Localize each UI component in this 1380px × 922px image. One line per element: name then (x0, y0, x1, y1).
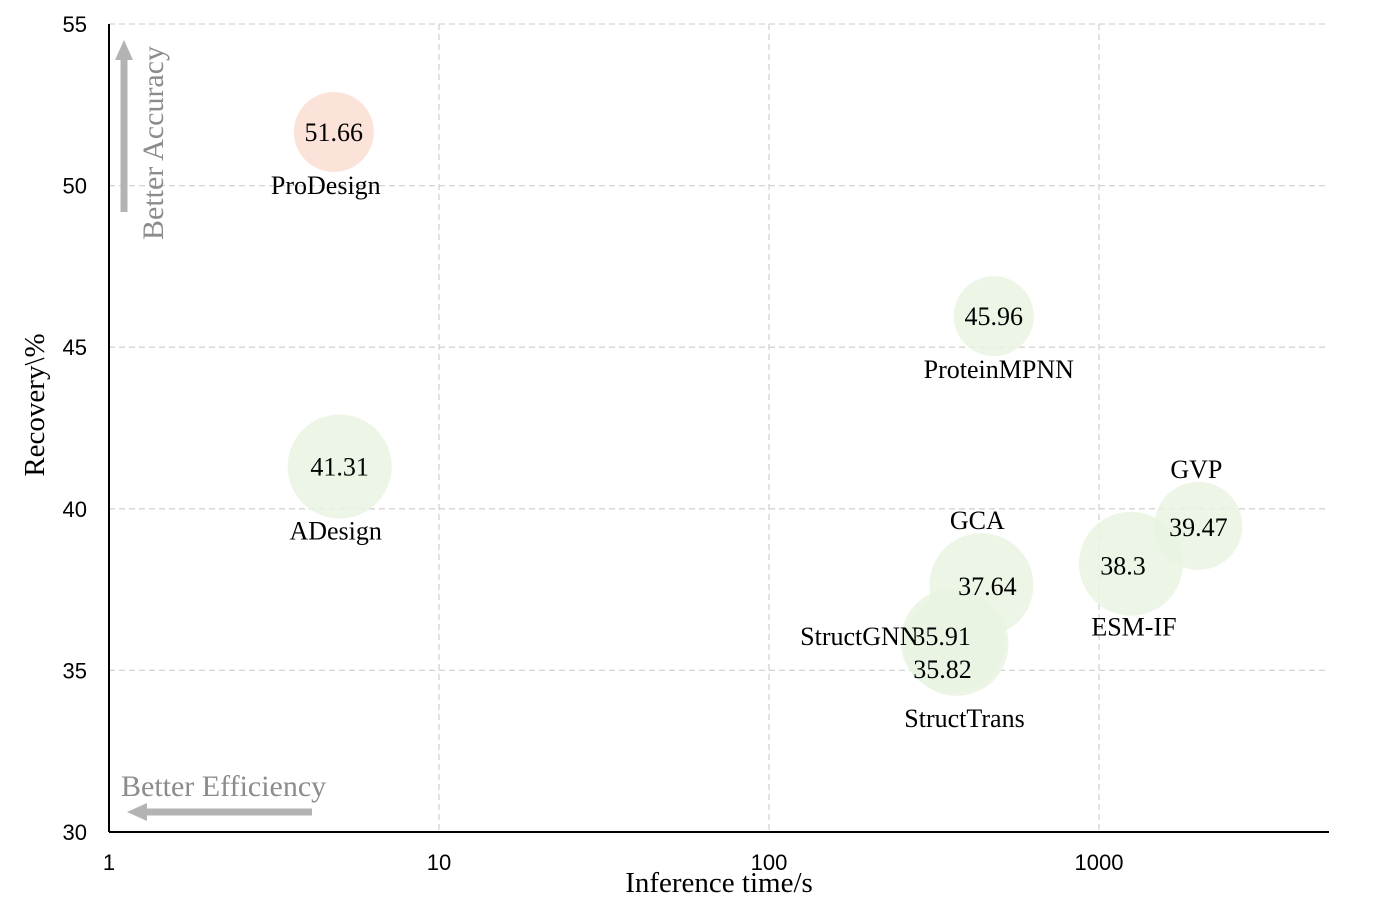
value-label: 41.31 (310, 452, 369, 481)
x-tick-label: 1000 (1075, 850, 1124, 875)
point-name-label: ESM-IF (1091, 613, 1176, 642)
y-tick-label: 30 (63, 820, 87, 845)
y-tick-label: 40 (63, 497, 87, 522)
point-name-label: ProteinMPNN (924, 355, 1074, 384)
value-label: 35.91 (912, 622, 971, 651)
point-name-label: StructTrans (904, 704, 1024, 733)
bubble-esm-if (1078, 511, 1183, 616)
x-tick-label: 10 (427, 850, 451, 875)
better-accuracy-label: Better Accuracy (137, 46, 170, 240)
bubble-adesign (287, 414, 392, 519)
left-arrow-icon (127, 803, 147, 821)
value-label: 38.3 (1100, 552, 1146, 581)
value-label: 51.66 (305, 118, 364, 147)
y-tick-label: 50 (63, 174, 87, 199)
tick-labels: 30 35 40 45 50 55 1 10 100 1000 (63, 12, 1124, 875)
y-axis-title: Recovery\% (19, 333, 51, 476)
x-tick-label: 1 (103, 850, 115, 875)
point-labels: 51.66 ProDesign 45.96 ProteinMPNN 41.31 ADesi… (271, 118, 1228, 733)
x-axis-title: Inference time/s (625, 867, 813, 899)
point-name-label: GCA (950, 506, 1005, 535)
bubbles (287, 91, 1243, 696)
value-label: 35.82 (913, 655, 972, 684)
x-tick-label: 100 (751, 850, 788, 875)
up-arrow-icon (115, 40, 133, 60)
better-efficiency-annotation: Better Efficiency (121, 770, 326, 821)
value-label: 45.96 (965, 302, 1024, 331)
y-tick-label: 35 (63, 658, 87, 683)
point-name-label: GVP (1170, 455, 1222, 484)
better-accuracy-annotation: Better Accuracy (115, 40, 170, 240)
better-efficiency-label: Better Efficiency (121, 770, 326, 803)
bubble-proteinmpnn (953, 276, 1034, 357)
value-label: 37.64 (958, 572, 1017, 601)
grid-lines (109, 23, 1329, 832)
value-label: 39.47 (1169, 513, 1228, 542)
axes (108, 24, 1329, 833)
point-name-label: StructGNN (800, 622, 919, 651)
point-name-label: ADesign (289, 516, 381, 545)
point-name-label: ProDesign (271, 171, 381, 200)
bubble-prodesign (293, 91, 374, 172)
bubble-structtrans (904, 591, 1009, 696)
y-tick-label: 55 (63, 12, 87, 37)
y-tick-label: 45 (63, 335, 87, 360)
